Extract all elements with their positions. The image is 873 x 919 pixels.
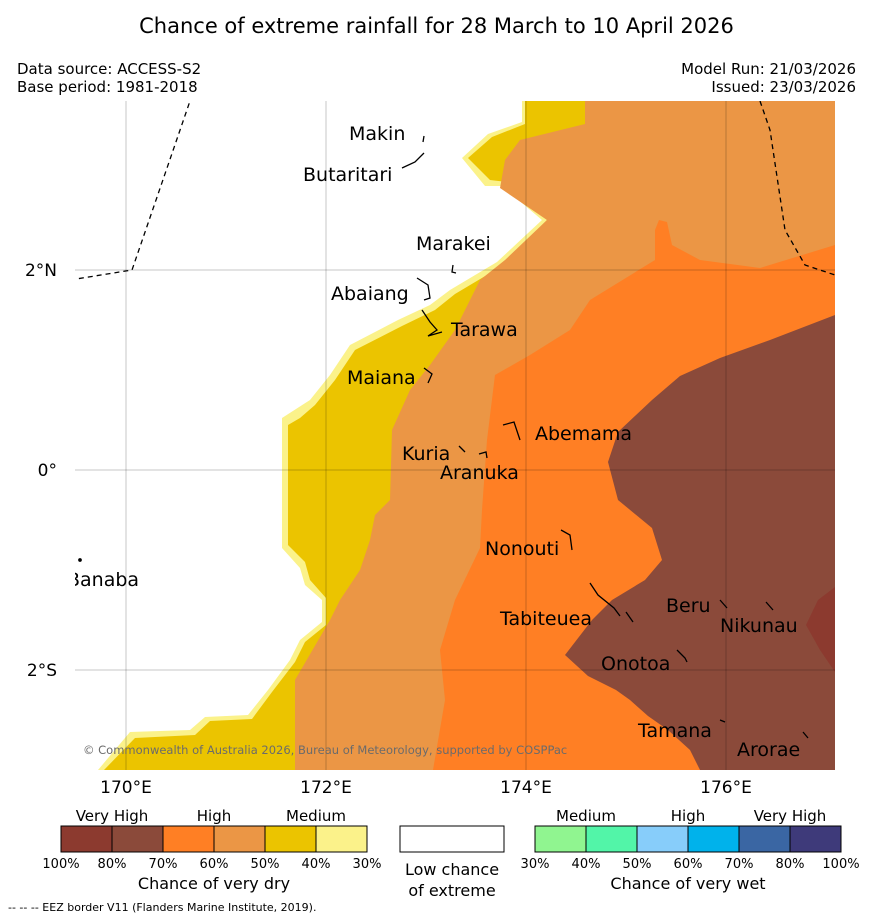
place-label: Abaiang (331, 283, 409, 305)
dry-percent-label: 60% (200, 857, 229, 872)
wet-swatch (534, 825, 587, 853)
eez-border (75, 101, 835, 280)
place-label: Tamana (637, 720, 712, 742)
place-label: Marakei (416, 233, 491, 255)
lat-tick: 2°S (27, 661, 57, 681)
dry-percent-label: 100% (42, 857, 79, 872)
data-source-info: Data source: ACCESS-S2 Base period: 1981… (17, 60, 201, 96)
dry-80-100-region (806, 587, 835, 672)
dry-caption: Chance of very dry (138, 874, 290, 893)
place-label: Tabiteuea (499, 608, 592, 630)
place-labels: Makin Butaritari Marakei Abaiang Tarawa … (67, 123, 800, 761)
low-chance-swatch (399, 825, 505, 853)
dry-category-label: High (197, 807, 231, 825)
legend-area: Very High High Medium 100% 80% 70% 60% 50% 40… (8, 807, 860, 914)
place-label: Abemama (535, 423, 632, 445)
wet-percent-label: 100% (822, 857, 859, 872)
model-run-text: Model Run: 21/03/2026 (681, 60, 856, 78)
wet-category-label: High (671, 807, 705, 825)
model-run-info: Model Run: 21/03/2026 Issued: 23/03/2026 (681, 60, 856, 96)
wet-swatch (585, 825, 638, 853)
issued-text: Issued: 23/03/2026 (711, 78, 856, 96)
lon-tick: 176°E (700, 778, 752, 798)
dry-swatch (264, 825, 317, 853)
dry-swatch (213, 825, 266, 853)
lon-tick: 174°E (500, 778, 552, 798)
dry-swatch (162, 825, 215, 853)
place-label: Butaritari (303, 164, 392, 186)
axis-ticks: 2°N 0° 2°S 170°E 172°E 174°E 176°E (25, 261, 752, 798)
wet-category-label: Medium (556, 807, 616, 825)
wet-percent-label: 50% (623, 857, 652, 872)
dry-70-80-region (565, 315, 835, 770)
wet-percent-label: 70% (725, 857, 754, 872)
low-chance-line2: of extreme (408, 881, 495, 900)
map-grid (75, 101, 835, 770)
eez-footnote: -- -- -- EEZ border V11 (Flanders Marine… (8, 901, 316, 914)
lat-tick: 0° (38, 461, 57, 481)
place-label: Kuria (402, 443, 450, 465)
lon-tick: 172°E (300, 778, 352, 798)
wet-swatch (789, 825, 842, 853)
dry-category-label: Medium (286, 807, 346, 825)
place-label: Arorae (737, 739, 800, 761)
wet-category-label: Very High (754, 807, 827, 825)
map-title: Chance of extreme rainfall for 28 March … (139, 14, 734, 38)
wet-percent-label: 80% (776, 857, 805, 872)
wet-swatch (636, 825, 689, 853)
wet-percent-label: 30% (521, 857, 550, 872)
wet-percent-label: 40% (572, 857, 601, 872)
copyright-text: © Commonwealth of Australia 2026, Bureau… (83, 743, 567, 757)
wet-swatch (738, 825, 791, 853)
place-label: Beru (666, 595, 711, 617)
place-label: Onotoa (601, 653, 670, 675)
dry-swatch (111, 825, 164, 853)
island-outlines (78, 135, 809, 739)
place-label: Tarawa (450, 319, 518, 341)
place-label: Aranuka (440, 462, 519, 484)
data-source-text: Data source: ACCESS-S2 (17, 60, 202, 78)
low-chance-legend: Low chance of extreme (399, 825, 505, 900)
place-label: Nonouti (485, 538, 559, 560)
place-label: Maiana (347, 367, 416, 389)
wet-swatch (687, 825, 740, 853)
lat-tick: 2°N (25, 261, 57, 281)
dry-swatch (60, 825, 113, 853)
dry-percent-label: 40% (302, 857, 331, 872)
dry-legend: Very High High Medium 100% 80% 70% 60% 50% 40… (42, 807, 381, 893)
wet-legend: Medium High Very High 30% 40% 50% 60% 70% 80%… (521, 807, 860, 893)
dry-category-label: Very High (76, 807, 149, 825)
dry-percent-label: 80% (98, 857, 127, 872)
place-label: Makin (349, 123, 405, 145)
wet-percent-label: 60% (674, 857, 703, 872)
low-chance-line1: Low chance (405, 860, 499, 879)
dry-percent-label: 70% (149, 857, 178, 872)
dry-swatch (315, 825, 368, 853)
place-label: Nikunau (720, 615, 798, 637)
base-period-text: Base period: 1981-2018 (17, 78, 198, 96)
wet-caption: Chance of very wet (610, 874, 765, 893)
rainfall-map: Makin Butaritari Marakei Abaiang Tarawa … (25, 101, 835, 798)
dry-percent-label: 50% (251, 857, 280, 872)
lon-tick: 170°E (100, 778, 152, 798)
dry-percent-label: 30% (353, 857, 382, 872)
place-label: Banaba (67, 569, 139, 591)
